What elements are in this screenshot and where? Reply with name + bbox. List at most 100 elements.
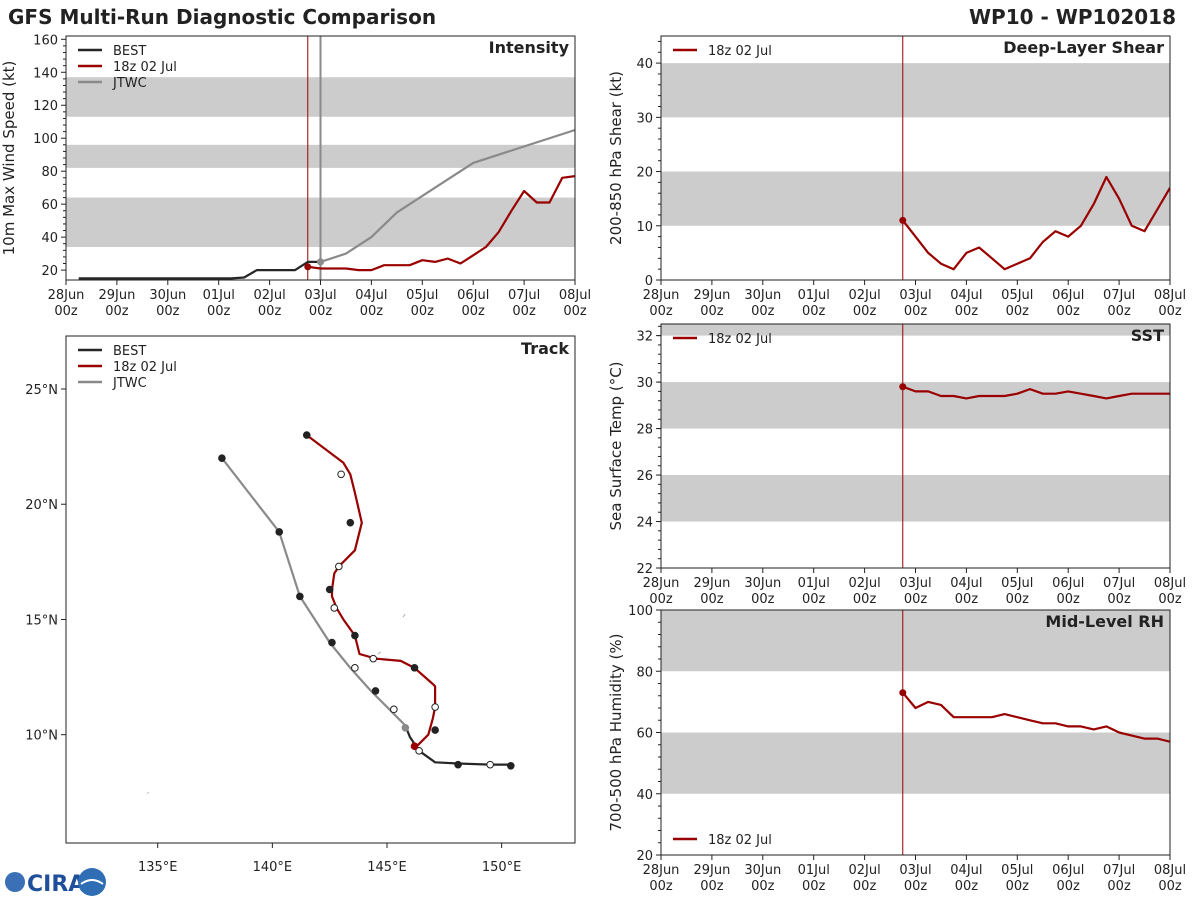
rh-xtick-label-5: 03Jul bbox=[899, 863, 931, 878]
rh-ytick-label-4: 100 bbox=[628, 604, 653, 619]
intensity-xtick-label-3: 01Jul bbox=[203, 288, 235, 303]
sst-title: SST bbox=[1131, 326, 1164, 345]
track-ytick-label-0: 10°N bbox=[25, 729, 58, 744]
sst-xtick-label-8: 06Jul bbox=[1052, 576, 1084, 591]
rh-xtick-label-9: 07Jul bbox=[1103, 863, 1135, 878]
rh-xtick-sublabel-8: 00z bbox=[1057, 879, 1081, 894]
intensity-xtick-label-8: 06Jul bbox=[457, 288, 489, 303]
track-marker-11 bbox=[346, 518, 355, 527]
intensity-xtick-sublabel-4: 00z bbox=[258, 304, 282, 319]
rh-xtick-sublabel-5: 00z bbox=[904, 879, 928, 894]
shear-xtick-sublabel-0: 00z bbox=[649, 304, 673, 319]
track-line-18z-02-jul bbox=[306, 434, 437, 747]
shear-series-18z-02-jul bbox=[901, 175, 1170, 271]
storm-id: WP10 - WP102018 bbox=[969, 5, 1176, 29]
intensity-legend-label-0: BEST bbox=[113, 44, 146, 59]
sst-xtick-sublabel-0: 00z bbox=[649, 592, 673, 607]
shear-xtick-label-8: 06Jul bbox=[1052, 288, 1084, 303]
shear-xtick-sublabel-5: 00z bbox=[904, 304, 928, 319]
track-ytick-label-1: 15°N bbox=[25, 613, 58, 628]
track-marker-10 bbox=[335, 562, 343, 571]
intensity-title: Intensity bbox=[489, 38, 570, 57]
logo-text: CIRA bbox=[27, 872, 85, 897]
rh-xtick-label-2: 30Jun bbox=[744, 863, 781, 878]
track-line-jtwc bbox=[221, 457, 407, 727]
sst-xtick-label-6: 04Jul bbox=[950, 576, 982, 591]
sst-series-18z-02-jul bbox=[902, 385, 1170, 400]
intensity-xtick-sublabel-0: 00z bbox=[54, 304, 78, 319]
track-marker-5 bbox=[410, 664, 419, 672]
intensity-xtick-sublabel-2: 00z bbox=[156, 304, 180, 319]
intensity-xtick-sublabel-1: 00z bbox=[105, 304, 129, 319]
rh-title: Mid-Level RH bbox=[1045, 612, 1164, 631]
intensity-xtick-label-7: 05Jul bbox=[406, 288, 438, 303]
shear-xtick-sublabel-4: 00z bbox=[853, 304, 877, 319]
shear-xtick-label-10: 08Jul bbox=[1154, 288, 1186, 303]
rh-xtick-sublabel-7: 00z bbox=[1006, 879, 1030, 894]
track-island-palau bbox=[146, 791, 150, 795]
intensity-ytick-label-2: 60 bbox=[41, 198, 58, 213]
rh-point-0-0 bbox=[899, 689, 907, 697]
track-marker-2 bbox=[454, 760, 462, 769]
intensity-series-best bbox=[78, 260, 321, 280]
logo-emblem-icon bbox=[78, 868, 106, 896]
sst-xtick-label-2: 30Jun bbox=[744, 576, 781, 591]
intensity-xtick-label-4: 02Jul bbox=[253, 288, 285, 303]
track-marker-6 bbox=[369, 654, 378, 663]
sst-ytick-label-5: 32 bbox=[636, 330, 653, 345]
shear-ytick-label-4: 40 bbox=[636, 57, 653, 72]
rh-xtick-sublabel-2: 00z bbox=[751, 879, 775, 894]
track-marker-19 bbox=[351, 664, 359, 672]
rh-band-0 bbox=[661, 732, 1170, 794]
sst-ytick-label-3: 28 bbox=[636, 423, 653, 438]
track-marker-20 bbox=[328, 638, 336, 647]
intensity-xtick-sublabel-5: 00z bbox=[309, 304, 333, 319]
sst-frame bbox=[660, 323, 1171, 569]
logo-globe-icon bbox=[5, 872, 25, 892]
rh-xtick-label-3: 01Jul bbox=[798, 863, 830, 878]
logo-wave-icon bbox=[80, 879, 104, 885]
shear-ylabel: 200-850 hPa Shear (kt) bbox=[607, 71, 625, 245]
intensity-xtick-sublabel-8: 00z bbox=[462, 304, 486, 319]
sst-legend-label-0: 18z 02 Jul bbox=[708, 332, 772, 347]
sst-band-0 bbox=[661, 475, 1170, 522]
shear-xtick-label-4: 02Jul bbox=[848, 288, 880, 303]
rh-xtick-sublabel-0: 00z bbox=[649, 879, 673, 894]
shear-xtick-label-5: 03Jul bbox=[899, 288, 931, 303]
intensity-xtick-label-10: 08Jul bbox=[559, 288, 591, 303]
shear-xtick-sublabel-3: 00z bbox=[802, 304, 826, 319]
track-xtick-label-2: 145°E bbox=[367, 860, 407, 875]
rh-xtick-label-8: 06Jul bbox=[1052, 863, 1084, 878]
intensity-point-1-0 bbox=[304, 263, 312, 271]
sst-ytick-label-0: 22 bbox=[636, 562, 653, 577]
track-marker-14 bbox=[415, 747, 423, 755]
sst-band-1 bbox=[661, 382, 1170, 429]
shear-point-0-0 bbox=[899, 216, 907, 224]
rh-band-1 bbox=[661, 610, 1170, 672]
sst-xtick-label-10: 08Jul bbox=[1154, 576, 1186, 591]
intensity-ytick-label-5: 120 bbox=[33, 99, 58, 114]
sst-xtick-sublabel-4: 00z bbox=[853, 592, 877, 607]
shear-title: Deep-Layer Shear bbox=[1003, 38, 1164, 57]
rh-xtick-sublabel-10: 00z bbox=[1158, 879, 1182, 894]
track-frame bbox=[65, 335, 576, 844]
rh-xtick-label-7: 05Jul bbox=[1001, 863, 1033, 878]
intensity-xtick-sublabel-6: 00z bbox=[360, 304, 384, 319]
intensity-xtick-label-9: 07Jul bbox=[508, 288, 540, 303]
sst-xtick-label-7: 05Jul bbox=[1001, 576, 1033, 591]
rh-xtick-label-0: 28Jun bbox=[643, 863, 680, 878]
intensity-series-jtwc bbox=[320, 128, 575, 263]
sst-xtick-sublabel-3: 00z bbox=[802, 592, 826, 607]
track-title: Track bbox=[521, 339, 569, 358]
shear-xtick-sublabel-6: 00z bbox=[955, 304, 979, 319]
rh-xtick-sublabel-3: 00z bbox=[802, 879, 826, 894]
intensity-xtick-label-1: 29Jun bbox=[98, 288, 135, 303]
sst-xtick-sublabel-10: 00z bbox=[1158, 592, 1182, 607]
sst-ylabel: Sea Surface Temp (°C) bbox=[607, 361, 625, 530]
track-marker-22 bbox=[275, 528, 284, 536]
shear-xtick-label-0: 28Jun bbox=[643, 288, 680, 303]
track-marker-23 bbox=[218, 454, 226, 462]
shear-band-0 bbox=[661, 171, 1170, 226]
intensity-xtick-sublabel-7: 00z bbox=[411, 304, 435, 319]
sst-xtick-label-4: 02Jul bbox=[848, 576, 880, 591]
